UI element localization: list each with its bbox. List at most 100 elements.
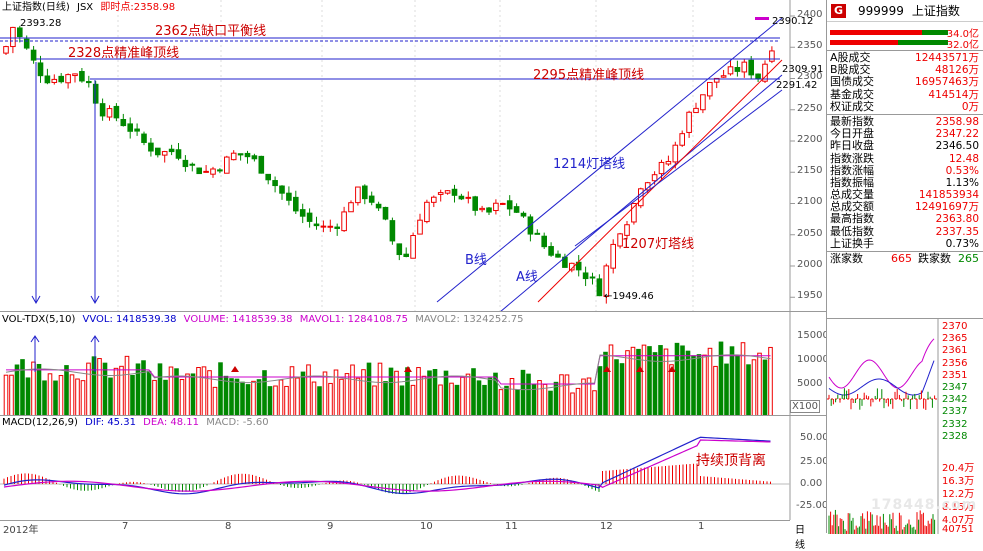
volume-bar bbox=[718, 341, 724, 415]
mini-price-tick: 2342 bbox=[942, 394, 968, 406]
candle-body bbox=[299, 209, 306, 217]
quote-row: 指数涨跌 12.48 bbox=[827, 152, 983, 165]
vol-signal-arrow bbox=[231, 366, 239, 372]
macd-chart[interactable] bbox=[0, 416, 826, 520]
volume-bar bbox=[135, 363, 141, 415]
quote-row: 指数振幅 1.13% bbox=[827, 176, 983, 189]
ytick-1950: 1950 bbox=[797, 290, 823, 301]
candle-body bbox=[444, 190, 451, 194]
volume-bar bbox=[570, 392, 575, 415]
candle-body bbox=[403, 253, 409, 257]
volume-bar bbox=[229, 378, 234, 415]
vvol-value: VVOL: 1418539.38 bbox=[82, 314, 177, 325]
macd-ytick-minus25: -25.00 bbox=[796, 500, 826, 511]
volume-indicator-name: VOL-TDX(5,10) bbox=[2, 314, 76, 325]
volume-bar bbox=[97, 358, 102, 415]
volume-bar bbox=[80, 380, 86, 415]
macd-annotation: 持续顶背离 bbox=[696, 453, 766, 469]
g-badge: G bbox=[831, 3, 847, 18]
intraday-mini-chart[interactable]: 2370 2365 2361 2356 2351 2347 2342 2337 2332 2328… bbox=[826, 318, 983, 535]
quote-row: 最新指数 2358.98 bbox=[827, 115, 983, 128]
vol-ytick-5000: 5000 bbox=[797, 378, 823, 389]
quote-label: 总成交额 bbox=[830, 200, 874, 214]
mavol2-line bbox=[5, 354, 771, 391]
candle-body bbox=[120, 119, 127, 127]
volume-bar bbox=[366, 362, 372, 415]
volume-bar bbox=[740, 342, 746, 415]
volume-bar bbox=[130, 374, 135, 415]
volume-bar bbox=[438, 384, 443, 415]
candle-body bbox=[541, 235, 548, 248]
level-2309-label: 2309.91 bbox=[782, 64, 824, 75]
candlestick-chart[interactable] bbox=[0, 0, 826, 312]
quote-label: 总成交量 bbox=[830, 188, 874, 202]
vol-ytick-10000: 10000 bbox=[797, 354, 826, 365]
candle-body bbox=[44, 75, 51, 84]
level-2291-label: 2291.42 bbox=[776, 80, 818, 91]
amount-bar-red bbox=[830, 30, 922, 35]
candle-body bbox=[203, 170, 209, 173]
annotation-1214: 1214灯塔线 bbox=[553, 157, 626, 172]
date-label-7: 7 bbox=[122, 521, 129, 532]
volume-bar bbox=[581, 378, 586, 415]
volume-bar bbox=[597, 366, 603, 415]
candle-body bbox=[727, 66, 734, 75]
candle-body bbox=[548, 246, 554, 256]
mini-price-tick: 2332 bbox=[942, 418, 968, 430]
volume-bar bbox=[20, 359, 25, 415]
candle-body bbox=[424, 201, 430, 223]
candle-body bbox=[161, 151, 168, 156]
candle-body bbox=[658, 161, 665, 175]
ytick-2300: 2300 bbox=[797, 71, 823, 82]
stat-row: B股成交 48126万 bbox=[827, 63, 983, 76]
volume-bar bbox=[526, 373, 531, 415]
volume-bar bbox=[69, 374, 75, 415]
vol-signal-arrow bbox=[636, 366, 644, 372]
kline-panel[interactable]: 上证指数(日线) JSX 即时点:2358.98 2400 2350 2300 … bbox=[0, 0, 826, 312]
volume-bar bbox=[141, 360, 146, 415]
quote-value: 12.48 bbox=[948, 152, 979, 165]
quote-row: 总成交量 141853934 bbox=[827, 188, 983, 202]
volume-chart[interactable] bbox=[0, 312, 826, 416]
volume-bar bbox=[515, 389, 520, 415]
volume-bar bbox=[757, 352, 762, 415]
candle-body bbox=[624, 224, 630, 236]
volume-bar bbox=[575, 387, 581, 415]
candle-body bbox=[465, 196, 472, 199]
candle-body bbox=[279, 185, 285, 194]
mini-price-tick: 2351 bbox=[942, 369, 968, 381]
macd-ytick-0: 0.00 bbox=[800, 478, 823, 489]
date-label-9: 9 bbox=[327, 521, 334, 532]
volume-bar bbox=[146, 370, 152, 415]
dif-value: DIF: 45.31 bbox=[85, 417, 136, 428]
volume-bar bbox=[262, 370, 267, 415]
volume-bar bbox=[207, 370, 212, 415]
ytick-2350: 2350 bbox=[797, 40, 823, 51]
period-label[interactable]: 日线 bbox=[795, 525, 805, 551]
mini-vol-tick: 16.3万 bbox=[942, 476, 975, 487]
candle-body bbox=[341, 211, 347, 232]
volume-bar bbox=[36, 363, 42, 415]
volume-panel[interactable]: VOL-TDX(5,10) VVOL: 1418539.38 VOLUME: 1… bbox=[0, 312, 826, 416]
mini-price-tick: 2370 bbox=[942, 321, 968, 332]
trendline-a bbox=[500, 74, 783, 311]
macd-panel[interactable]: MACD(12,26,9) DIF: 45.31 DEA: 48.11 MACD… bbox=[0, 416, 826, 520]
annotation-1207: 1207灯塔线 bbox=[622, 237, 695, 252]
volume-bar bbox=[394, 370, 399, 415]
candle-body bbox=[272, 180, 278, 187]
candle-body bbox=[65, 74, 71, 84]
candle-body bbox=[720, 75, 727, 78]
ytick-2200: 2200 bbox=[797, 134, 823, 145]
quote-panel: G 999999 上证指数 34.0亿 32.0亿 A股成交 12443571万 … bbox=[826, 0, 983, 318]
volume-bar bbox=[119, 365, 124, 415]
candle-body bbox=[500, 202, 506, 205]
candle-body bbox=[617, 233, 623, 247]
low-label: ←1949.46 bbox=[604, 291, 654, 302]
candle-body bbox=[23, 38, 30, 49]
ytick-2250: 2250 bbox=[797, 103, 823, 114]
vol-ytick-15000: 15000 bbox=[797, 330, 826, 341]
candle-body bbox=[362, 185, 368, 200]
volume-bar bbox=[603, 351, 608, 415]
stat-value: 16957463万 bbox=[915, 76, 979, 89]
intraday-chart[interactable] bbox=[827, 319, 983, 534]
